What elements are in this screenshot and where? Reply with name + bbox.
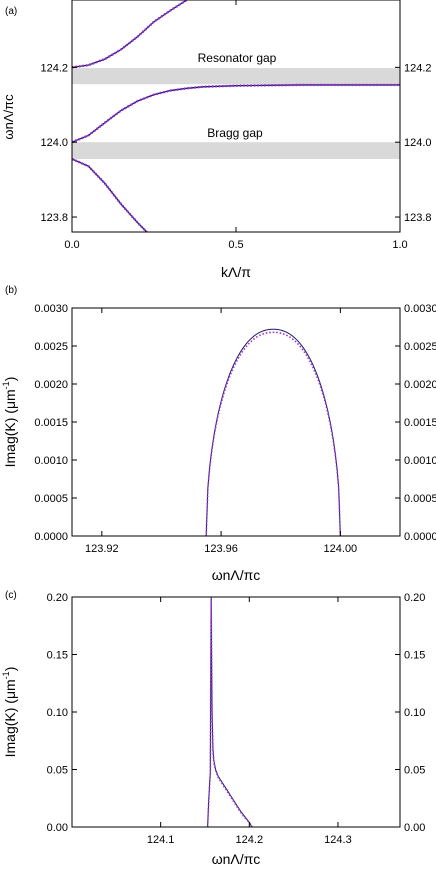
y-tick-label: 0.0025: [34, 341, 68, 353]
y-tick-label: 0.0010: [34, 455, 68, 467]
dispersion-line-upper: [72, 0, 188, 68]
y-tick-label: 0.0030: [34, 303, 68, 315]
panel-a: (a) Resonator gap Bragg gap 0.0 0.5 1.0 123…: [1, 0, 432, 280]
panel-c-ylabel-main: Imag(K) (μm: [2, 679, 18, 757]
y-tick-label-right: 0.0020: [404, 379, 436, 391]
gap-band: [72, 142, 400, 160]
dispersion-curves: [72, 0, 400, 232]
y-tick-label-right: 0.0030: [404, 303, 436, 315]
y-tick-label-right: 0.0025: [404, 341, 436, 353]
panel-b-label: (b): [5, 285, 17, 296]
y-tick-label: 124.2: [40, 62, 68, 74]
panel-c-ylabel-close: ): [2, 667, 18, 672]
gap-band: [72, 68, 400, 85]
x-tick-label: 124.3: [324, 834, 352, 846]
y-tick-label: 123.8: [40, 212, 68, 224]
y-tick-label: 0.0000: [34, 531, 68, 543]
panel-b-ylabel-main: Imag(K) (μm: [2, 389, 18, 467]
panel-b-frame: [71, 307, 401, 537]
x-tick-label: 124.1: [147, 834, 175, 846]
y-tick-label-right: 123.8: [404, 212, 432, 224]
y-tick-label: 0.20: [47, 592, 68, 604]
y-tick-label: 0.15: [47, 650, 68, 662]
panel-b-xlabel: ωnΛ/πc: [212, 567, 261, 583]
y-tick-label: 0.10: [47, 707, 68, 719]
x-tick-label: 124.2: [236, 834, 264, 846]
imag-k-curves-c: [206, 596, 253, 828]
imag-k-dotted-c: [206, 599, 253, 828]
panel-b-ylabel-close: ): [2, 377, 18, 382]
x-tick-label: 124.00: [324, 543, 358, 555]
y-tick-label-right: 0.20: [404, 592, 425, 604]
y-tick-label-right: 0.0010: [404, 455, 436, 467]
resonator-gap-label: Resonator gap: [198, 51, 277, 65]
panel-b-ylabel: Imag(K) (μm-1): [1, 377, 18, 468]
panel-a-ylabel: ωnΛ/πc: [1, 94, 16, 140]
dispersion-line-middle: [72, 84, 400, 143]
panel-a-label: (a): [5, 6, 17, 17]
panel-c: (c) 124.1 124.2 124.3 0.00 0.00 0.05 0.05 0.10 0…: [1, 590, 425, 867]
panel-c-frame: [71, 596, 401, 828]
imag-k-curves-b: [205, 328, 342, 537]
x-tick-label: 123.92: [85, 543, 119, 555]
y-tick-label: 124.0: [40, 137, 68, 149]
y-tick-label: 0.0020: [34, 379, 68, 391]
panel-a-ticks: 0.0 0.5 1.0 123.8 123.8 124.0 124.0 124.2 124.2: [40, 0, 432, 251]
panel-a-frame: [71, 0, 401, 233]
imag-k-dotted-b: [205, 331, 342, 537]
dispersion-dots-upper: [72, 0, 188, 69]
y-tick-label-right: 0.0015: [404, 417, 436, 429]
panel-c-ylabel-sup: -1: [1, 671, 11, 679]
panel-c-label: (c): [5, 590, 17, 601]
panel-c-xlabel: ωnΛ/πc: [212, 851, 261, 867]
bragg-gap-label: Bragg gap: [207, 126, 263, 140]
panel-a-xlabel: kΛ/π: [221, 264, 251, 280]
gap-bands: [72, 68, 400, 160]
x-tick-label: 123.96: [204, 543, 238, 555]
imag-k-solid-b: [205, 328, 341, 537]
y-tick-label-right: 0.00: [404, 822, 425, 834]
y-tick-label-right: 0.0000: [404, 531, 436, 543]
y-tick-label: 0.0015: [34, 417, 68, 429]
panel-b-ticks: 123.92 123.96 124.00 0.0000 0.0000 0.0005 0.00…: [34, 303, 436, 555]
dispersion-dots-lower: [72, 157, 148, 232]
y-tick-label: 0.0005: [34, 493, 68, 505]
panel-c-ylabel: Imag(K) (μm-1): [1, 667, 18, 758]
y-tick-label-right: 0.05: [404, 765, 425, 777]
x-tick-label: 0.5: [228, 239, 243, 251]
y-tick-label-right: 124.0: [404, 137, 432, 149]
y-tick-label: 0.05: [47, 765, 68, 777]
x-tick-label: 0.0: [64, 239, 79, 251]
y-tick-label: 0.00: [47, 822, 68, 834]
imag-k-solid-c: [207, 596, 253, 828]
y-tick-label-right: 124.2: [404, 62, 432, 74]
dispersion-line-lower: [72, 158, 148, 232]
x-tick-label: 1.0: [392, 239, 407, 251]
y-tick-label-right: 0.0005: [404, 493, 436, 505]
y-tick-label-right: 0.15: [404, 650, 425, 662]
y-tick-label-right: 0.10: [404, 707, 425, 719]
panel-c-ticks: 124.1 124.2 124.3 0.00 0.00 0.05 0.05 0.10 0.10 0…: [47, 592, 426, 846]
panel-b: (b) 123.92 123.96 124.00 0.0000 0.0000 0.0005…: [1, 285, 436, 583]
panel-b-ylabel-sup: -1: [1, 381, 11, 389]
